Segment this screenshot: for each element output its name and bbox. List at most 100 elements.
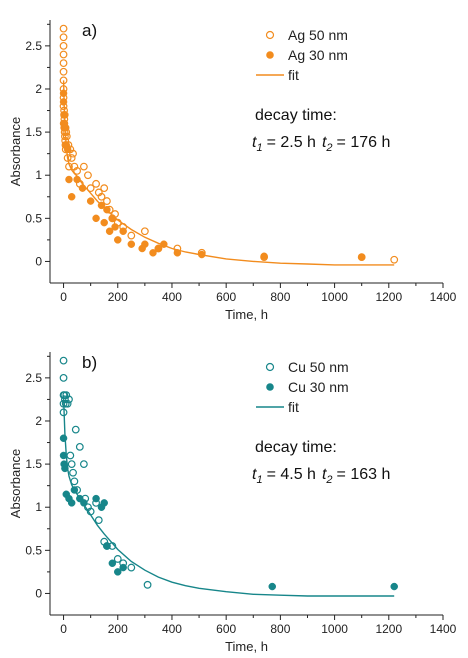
y-axis-label-b: Absorbance [8, 449, 23, 518]
x-tick-label: 400 [162, 290, 182, 304]
data-point [75, 442, 84, 451]
data-point [73, 167, 82, 175]
x-ticks-a: 0 200 400 600 800 1000 1200 1400 [60, 283, 457, 304]
data-point [357, 253, 366, 261]
annotation-decay-title-a: decay time: [255, 107, 337, 124]
x-axis-label-a: Time, h [225, 307, 268, 322]
y-tick-label: 0.5 [25, 211, 42, 225]
data-point [70, 477, 79, 486]
data-point [62, 132, 71, 141]
y-tick-label: 0 [35, 586, 42, 600]
data-point [69, 149, 77, 158]
data-point [59, 59, 68, 68]
data-point [100, 184, 109, 193]
t1-sub-a: 1 [256, 142, 262, 154]
data-point [78, 184, 87, 192]
data-point [149, 249, 157, 257]
chart-panel-b: 0 200 400 600 800 1000 1200 1400 0 0.5 1 1.5 2 2.5 T… [8, 352, 457, 654]
x-tick-label: 1200 [375, 622, 402, 636]
y-tick-label: 2 [35, 82, 42, 96]
data-point [114, 568, 122, 576]
data-point [67, 154, 76, 162]
data-point [127, 240, 136, 248]
series-cu-50nm [59, 356, 152, 589]
data-point [119, 227, 127, 236]
series-fit-b [62, 395, 395, 597]
y-tick-label: 0 [35, 254, 42, 268]
y-tick-label: 1.5 [25, 457, 42, 471]
data-point [59, 24, 68, 33]
data-point [127, 231, 136, 240]
data-point [63, 145, 72, 154]
data-point [59, 451, 68, 460]
data-point [84, 171, 92, 180]
t2-sub-a: 2 [325, 142, 332, 154]
x-tick-label: 600 [216, 622, 236, 636]
legend-label-ag-30nm: Ag 30 nm [288, 47, 348, 63]
data-point [154, 244, 163, 253]
data-point [67, 460, 76, 468]
legend-marker-cu-30nm [266, 383, 274, 391]
data-point [59, 33, 68, 42]
data-point [59, 50, 68, 59]
data-point [94, 516, 103, 525]
y-ticks-b: 0 0.5 1 1.5 2 2.5 [25, 355, 50, 600]
data-point [268, 582, 276, 591]
panel-label-a: a) [82, 21, 97, 40]
legend-marker-ag-50nm [265, 30, 275, 40]
data-point [79, 162, 88, 171]
data-point [127, 563, 136, 572]
t1-symbol-a: t [252, 134, 257, 151]
x-tick-label: 200 [108, 622, 128, 636]
y-tick-label: 1 [35, 168, 42, 182]
y-axis-label-a: Absorbance [8, 117, 23, 186]
t1-symbol-b: t [252, 466, 257, 483]
t2-value-a: = 176 h [337, 134, 391, 151]
data-point [103, 542, 111, 550]
x-tick-label: 400 [162, 622, 182, 636]
legend-b: Cu 50 nm Cu 30 nm fit [256, 359, 349, 415]
t1-value-a: = 2.5 h [267, 134, 316, 151]
legend-label-cu-30nm: Cu 30 nm [288, 379, 349, 395]
t2-value-b: = 163 h [337, 466, 391, 483]
data-point [92, 494, 100, 503]
legend-label-ag-50nm: Ag 50 nm [288, 27, 348, 43]
legend-marker-ag-30nm [266, 51, 274, 59]
data-point [140, 227, 149, 236]
data-point [69, 468, 77, 477]
x-tick-label: 200 [108, 290, 128, 304]
series-cu-30nm [59, 434, 398, 591]
y-tick-label: 1.5 [25, 125, 42, 139]
data-point [67, 193, 76, 201]
data-point [71, 425, 80, 434]
axes-a [49, 20, 443, 284]
axes-b [49, 352, 443, 616]
annotation-decay-values-b: t1 = 4.5 h t2 = 163 h [252, 466, 390, 486]
y-tick-label: 2 [35, 414, 42, 428]
y-tick-label: 2.5 [25, 39, 42, 53]
data-point [59, 356, 68, 365]
t2-symbol-b: t [322, 466, 327, 483]
x-tick-label: 1000 [321, 290, 348, 304]
x-ticks-b: 0 200 400 600 800 1000 1200 1400 [60, 615, 457, 636]
data-point [79, 460, 88, 468]
y-tick-label: 2.5 [25, 371, 42, 385]
x-axis-label-b: Time, h [225, 639, 268, 654]
fit-line [62, 80, 395, 266]
data-point [114, 236, 122, 244]
y-tick-label: 1 [35, 500, 42, 514]
data-point [100, 218, 108, 227]
fit-line [62, 395, 395, 597]
data-point [390, 582, 398, 591]
t1-value-b: = 4.5 h [267, 466, 316, 483]
data-point [59, 67, 68, 76]
data-point [108, 559, 117, 568]
legend-label-cu-50nm: Cu 50 nm [288, 359, 349, 375]
data-point [143, 580, 152, 589]
legend-label-fit-a: fit [288, 67, 299, 83]
data-point [65, 395, 73, 404]
data-point [141, 240, 149, 248]
x-tick-label: 1200 [375, 290, 402, 304]
data-point [67, 499, 76, 507]
